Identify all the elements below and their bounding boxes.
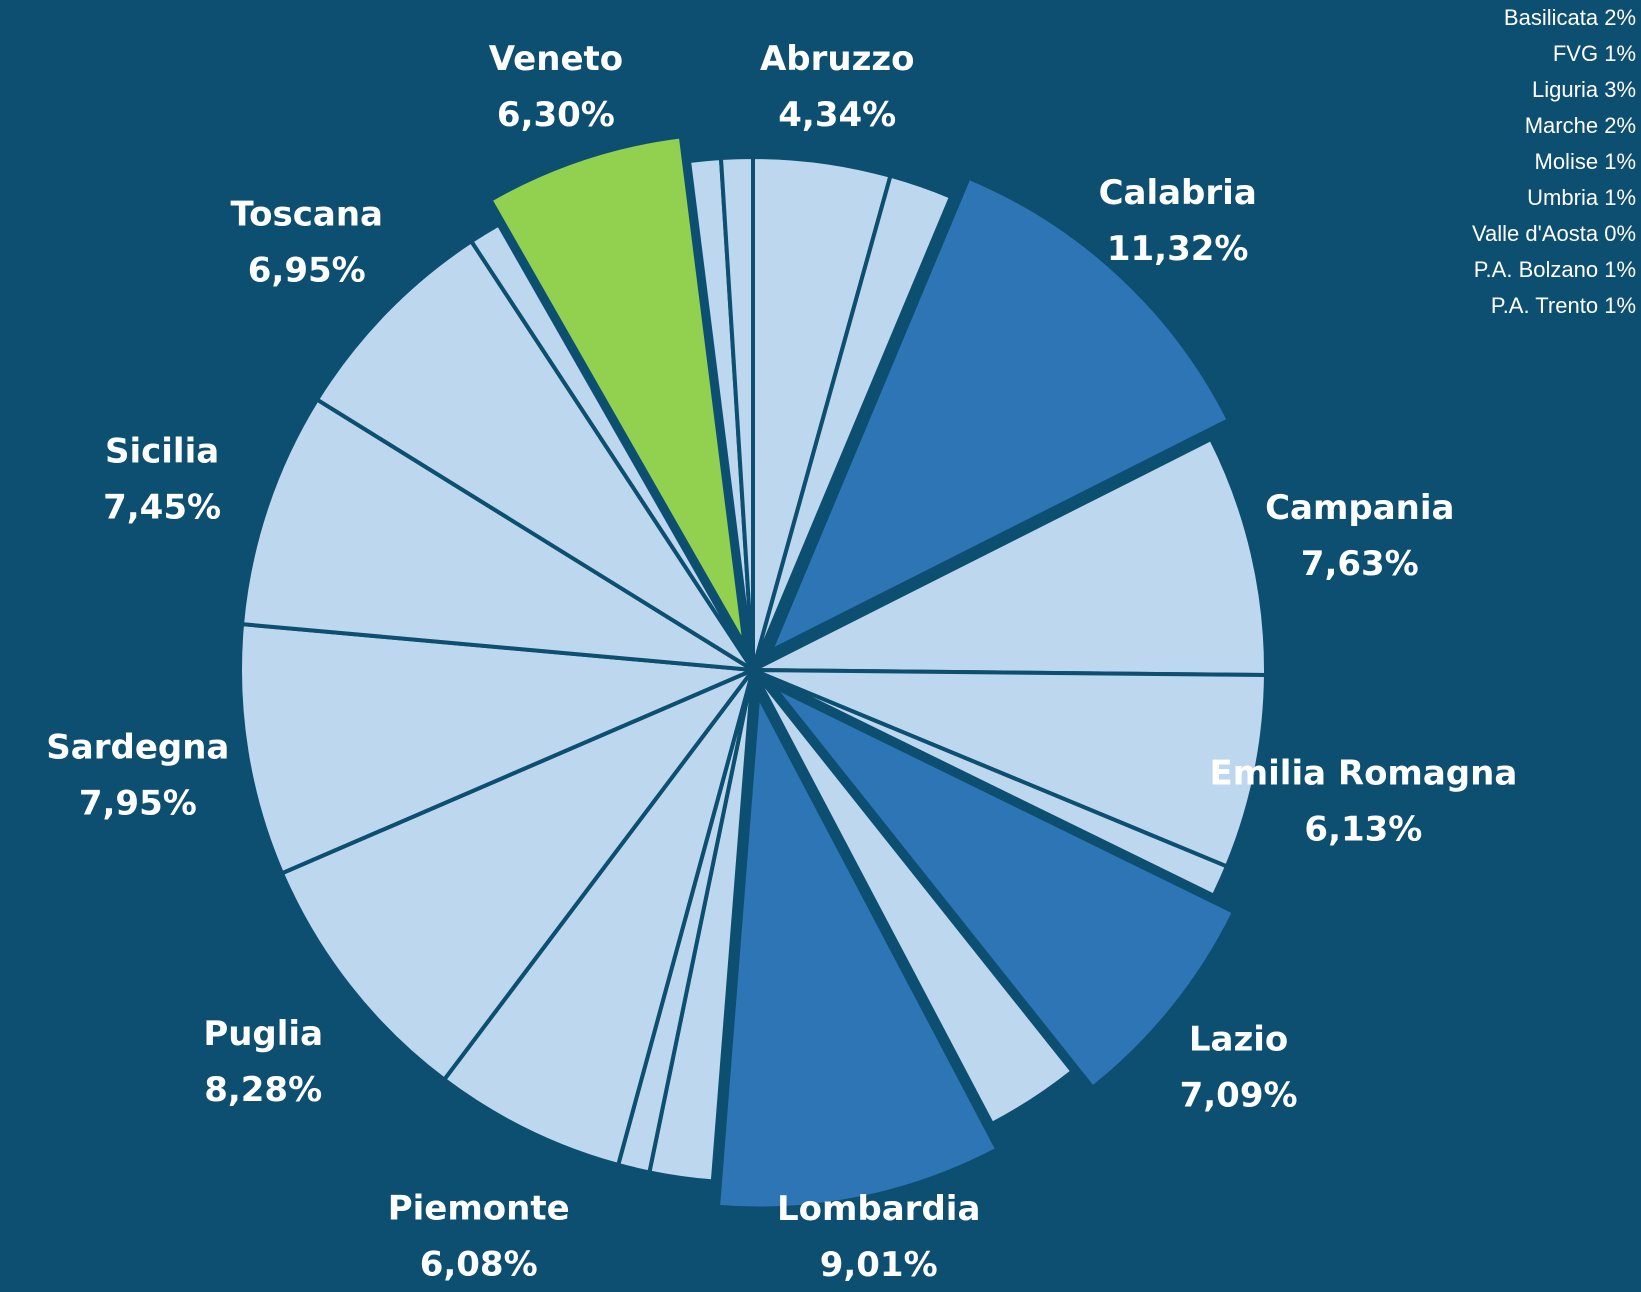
- slice-label: Abruzzo 4,34%: [760, 39, 915, 135]
- legend-value-label: 1%: [1604, 185, 1636, 210]
- pie-slice: [718, 155, 755, 672]
- slice-name: Sardegna: [46, 728, 229, 768]
- legend-value-label: 2%: [1604, 113, 1636, 138]
- slice-label: Lombardia 9,01%: [777, 1189, 980, 1285]
- legend-name: P.A. Trento: [1491, 293, 1598, 318]
- slice-name: Toscana: [230, 194, 383, 234]
- slice-value-label: 7,45%: [103, 488, 221, 528]
- legend-value-label: 1%: [1604, 41, 1636, 66]
- legend-value-label: 0%: [1604, 221, 1636, 246]
- slice-value-label: 7,09%: [1180, 1075, 1298, 1115]
- pie-slice: [240, 397, 755, 672]
- legend-name: Molise: [1535, 149, 1599, 174]
- slice-label: Lazio 7,09%: [1180, 1019, 1298, 1115]
- pie-slice: [488, 134, 747, 648]
- legend-name: Umbria: [1527, 185, 1599, 210]
- legend-value-label: 2%: [1604, 5, 1636, 30]
- pie-slice: [238, 622, 755, 876]
- slice-value-label: 8,28%: [204, 1070, 322, 1110]
- slice-value-label: 7,63%: [1301, 544, 1419, 584]
- slice-name: Emilia Romagna: [1210, 754, 1518, 794]
- pie-slice: [469, 222, 755, 672]
- slice-value-label: 6,13%: [1304, 810, 1422, 850]
- legend-name: Liguria: [1532, 77, 1599, 102]
- legend-name: Basilicata: [1504, 5, 1599, 30]
- legend-name: FVG: [1553, 41, 1598, 66]
- legend-value-label: 1%: [1604, 293, 1636, 318]
- slice-name: Calabria: [1099, 173, 1257, 213]
- pie-slice: [751, 437, 1268, 678]
- slice-name: Piemonte: [388, 1188, 570, 1228]
- slice-value-label: 4,34%: [778, 95, 896, 135]
- pie-slice: [716, 693, 1000, 1211]
- slice-label: Toscana 6,95%: [230, 194, 383, 290]
- pie-slice: [279, 668, 755, 1082]
- legend-value-label: 1%: [1604, 257, 1636, 282]
- slice-value-label: 6,08%: [420, 1244, 538, 1284]
- slice-value-label: 9,01%: [820, 1245, 938, 1285]
- slice-label: Emilia Romagna 6,13%: [1210, 754, 1518, 850]
- slice-label: Puglia 8,28%: [203, 1014, 323, 1110]
- slice-name: Lazio: [1189, 1019, 1288, 1059]
- slice-value-label: 6,30%: [497, 95, 615, 135]
- legend-entry: Liguria 3%: [1532, 77, 1636, 102]
- legend-name: P.A. Bolzano: [1474, 257, 1598, 282]
- slice-label: Sardegna 7,95%: [46, 728, 229, 824]
- slice-value-label: 11,32%: [1107, 229, 1249, 269]
- pie-slice: [751, 668, 1268, 869]
- pie-slice: [771, 684, 1236, 1090]
- pie-slice: [751, 668, 1229, 898]
- legend-value-label: 1%: [1604, 149, 1636, 174]
- legend-entry: Valle d'Aosta 0%: [1472, 221, 1636, 246]
- legend-entry: Basilicata 2%: [1504, 5, 1636, 30]
- legend-name: Marche: [1525, 113, 1598, 138]
- slice-value-label: 6,95%: [248, 250, 366, 290]
- legend-entry: Marche 2%: [1525, 113, 1636, 138]
- legend-value-label: 3%: [1604, 77, 1636, 102]
- legend-name: Valle d'Aosta: [1472, 221, 1599, 246]
- slice-label: Veneto 6,30%: [489, 39, 623, 135]
- slice-name: Lombardia: [777, 1189, 980, 1229]
- legend-entry: FVG 1%: [1553, 41, 1636, 66]
- pie-slice: [315, 239, 755, 672]
- pie-slice: [751, 173, 953, 672]
- pie-slice: [751, 668, 1075, 1126]
- slice-label: Piemonte 6,08%: [388, 1188, 570, 1284]
- slice-value-label: 7,95%: [79, 784, 197, 824]
- legend-entry: Molise 1%: [1535, 149, 1637, 174]
- legend-entry: P.A. Trento 1%: [1491, 293, 1636, 318]
- legend-entry: Umbria 1%: [1527, 185, 1636, 210]
- slice-label: Campania 7,63%: [1265, 488, 1454, 584]
- slice-name: Veneto: [489, 39, 623, 79]
- slice-name: Puglia: [203, 1014, 323, 1054]
- pie-slice: [442, 668, 755, 1167]
- legend-entry: P.A. Bolzano 1%: [1474, 257, 1636, 282]
- slice-label: Calabria 11,32%: [1099, 173, 1257, 269]
- slice-name: Sicilia: [105, 432, 219, 472]
- slice-label: Sicilia 7,45%: [103, 432, 221, 528]
- slice-name: Campania: [1265, 488, 1454, 528]
- pie-slice: [768, 175, 1231, 653]
- slice-name: Abruzzo: [760, 39, 915, 79]
